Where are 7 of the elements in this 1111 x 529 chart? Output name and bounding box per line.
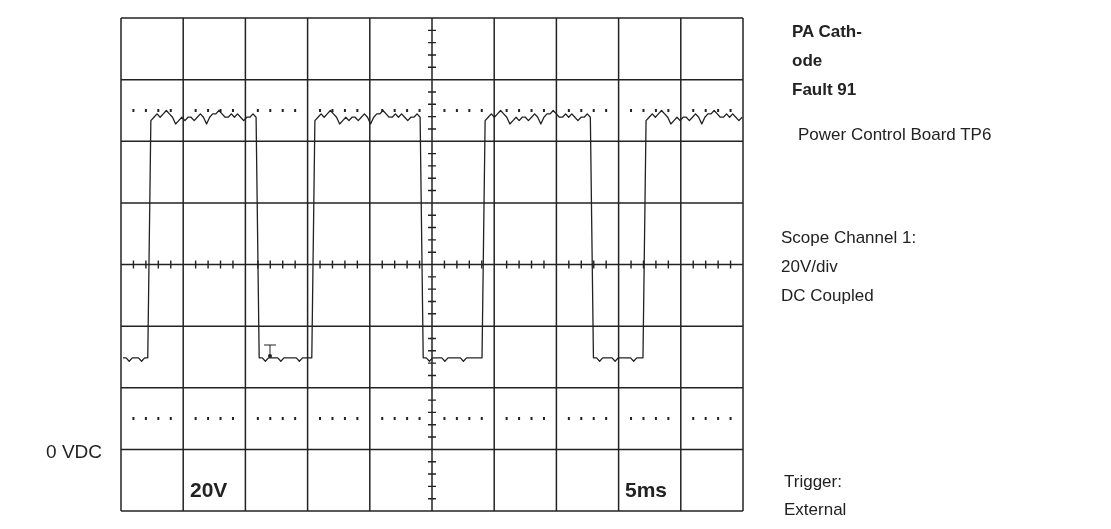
text: Scope Channel 1: 20V/div DC Coupled [781, 228, 917, 305]
text: Trigger: External [784, 472, 847, 519]
text: 5ms [625, 478, 668, 501]
text: 0 VDC [46, 441, 102, 463]
text: Power Control Board TP6 [798, 125, 992, 144]
text: PA Cath- ode Fault 91 [792, 22, 862, 99]
text: 20V [190, 478, 228, 501]
